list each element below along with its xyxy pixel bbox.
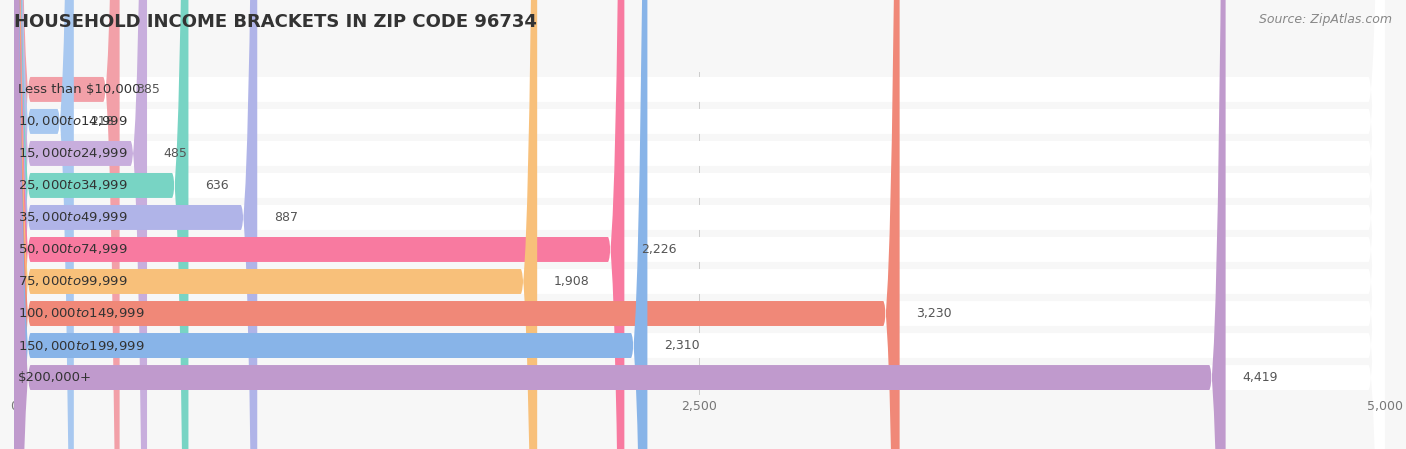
Text: $50,000 to $74,999: $50,000 to $74,999 bbox=[18, 242, 128, 256]
FancyBboxPatch shape bbox=[14, 0, 537, 449]
FancyBboxPatch shape bbox=[14, 0, 1385, 449]
FancyBboxPatch shape bbox=[14, 0, 188, 449]
Text: 4,419: 4,419 bbox=[1241, 371, 1278, 384]
Text: 2,226: 2,226 bbox=[641, 243, 676, 256]
FancyBboxPatch shape bbox=[14, 0, 647, 449]
FancyBboxPatch shape bbox=[14, 0, 257, 449]
Text: $100,000 to $149,999: $100,000 to $149,999 bbox=[18, 307, 145, 321]
FancyBboxPatch shape bbox=[14, 0, 1385, 449]
FancyBboxPatch shape bbox=[14, 0, 1385, 449]
Text: $10,000 to $14,999: $10,000 to $14,999 bbox=[18, 114, 128, 128]
Text: $25,000 to $34,999: $25,000 to $34,999 bbox=[18, 178, 128, 193]
FancyBboxPatch shape bbox=[14, 0, 75, 449]
Text: 218: 218 bbox=[90, 115, 114, 128]
Text: $75,000 to $99,999: $75,000 to $99,999 bbox=[18, 274, 128, 289]
Text: 887: 887 bbox=[274, 211, 298, 224]
Text: $150,000 to $199,999: $150,000 to $199,999 bbox=[18, 339, 145, 352]
Text: $15,000 to $24,999: $15,000 to $24,999 bbox=[18, 146, 128, 160]
FancyBboxPatch shape bbox=[14, 0, 148, 449]
FancyBboxPatch shape bbox=[14, 0, 1385, 449]
FancyBboxPatch shape bbox=[14, 0, 900, 449]
Text: Less than $10,000: Less than $10,000 bbox=[18, 83, 141, 96]
FancyBboxPatch shape bbox=[14, 0, 1385, 449]
FancyBboxPatch shape bbox=[14, 0, 1385, 449]
Text: 1,908: 1,908 bbox=[554, 275, 589, 288]
FancyBboxPatch shape bbox=[14, 0, 120, 449]
FancyBboxPatch shape bbox=[14, 0, 1385, 449]
Text: 385: 385 bbox=[136, 83, 160, 96]
Text: 3,230: 3,230 bbox=[917, 307, 952, 320]
FancyBboxPatch shape bbox=[14, 0, 624, 449]
Text: Source: ZipAtlas.com: Source: ZipAtlas.com bbox=[1258, 13, 1392, 26]
Text: $200,000+: $200,000+ bbox=[18, 371, 93, 384]
Text: 636: 636 bbox=[205, 179, 229, 192]
FancyBboxPatch shape bbox=[14, 0, 1385, 449]
Text: 485: 485 bbox=[163, 147, 187, 160]
FancyBboxPatch shape bbox=[14, 0, 1385, 449]
FancyBboxPatch shape bbox=[14, 0, 1226, 449]
Text: HOUSEHOLD INCOME BRACKETS IN ZIP CODE 96734: HOUSEHOLD INCOME BRACKETS IN ZIP CODE 96… bbox=[14, 13, 537, 31]
Text: 2,310: 2,310 bbox=[664, 339, 699, 352]
FancyBboxPatch shape bbox=[14, 0, 1385, 449]
Text: $35,000 to $49,999: $35,000 to $49,999 bbox=[18, 211, 128, 224]
